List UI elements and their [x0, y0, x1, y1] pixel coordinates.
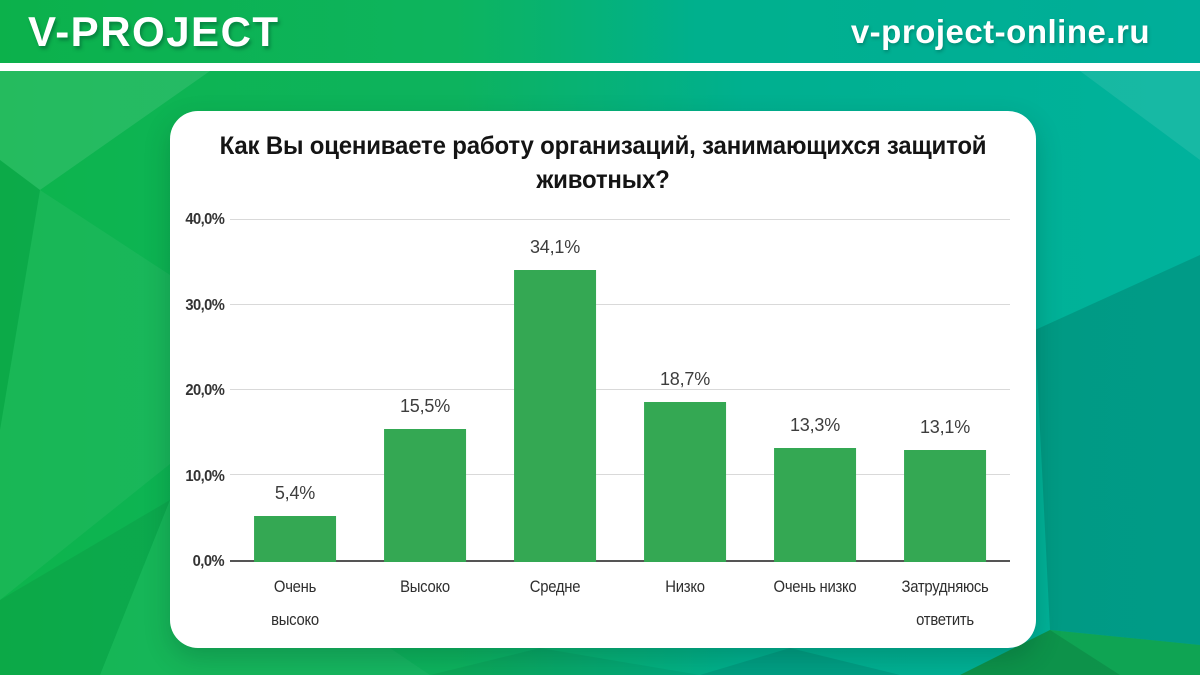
gridline	[230, 219, 1010, 220]
gridline	[230, 389, 1010, 390]
chart-card: Как Вы оцениваете работу организаций, за…	[170, 111, 1036, 648]
x-axis-label: Низко	[665, 578, 705, 596]
chart: 5,4% 15,5% 34,1% 18,7% 13,3% 13,1% 0,0% 10,0% 2…	[182, 211, 1010, 570]
bar-value-label: 34,1%	[529, 237, 581, 258]
bar-value-label: 13,3%	[789, 415, 841, 436]
header-bar: V-PROJECT v-project-online.ru	[0, 0, 1200, 63]
bar-slot: 5,4%	[230, 220, 360, 562]
bars-row: 5,4% 15,5% 34,1% 18,7% 13,3% 13,1%	[230, 220, 1010, 562]
bar	[514, 270, 596, 562]
logo: V-PROJECT	[28, 7, 280, 55]
bar-slot: 34,1%	[490, 220, 620, 562]
bar-slot: 18,7%	[620, 220, 750, 562]
bar-slot: 13,3%	[750, 220, 880, 562]
x-axis-labels: Очень высоко Высоко Средне Низко Очень низко…	[230, 571, 1010, 637]
x-axis-label: Очень низко	[773, 578, 857, 596]
bar	[774, 448, 856, 562]
bar-slot: 15,5%	[360, 220, 490, 562]
x-axis-label: Очень высоко	[271, 578, 319, 629]
bar-value-label: 18,7%	[659, 369, 711, 390]
bar-value-label: 13,1%	[919, 417, 971, 437]
x-axis-label: Высоко	[400, 578, 450, 596]
y-tick-label: 40,0%	[185, 211, 225, 228]
y-tick-label: 30,0%	[185, 296, 225, 314]
y-tick-label: 10,0%	[185, 467, 225, 485]
header-divider	[0, 63, 1200, 71]
bar	[254, 515, 336, 562]
bar	[644, 402, 726, 562]
bar-slot: 13,1%	[880, 220, 1010, 562]
bar	[904, 450, 986, 562]
x-axis-label: Затрудняюсь ответить	[901, 578, 989, 629]
x-axis-label: Средне	[529, 578, 581, 596]
grid-area	[230, 219, 1010, 562]
bar-value-label: 5,4%	[274, 482, 316, 503]
gridline	[230, 474, 1010, 475]
bar-value-label: 15,5%	[399, 396, 451, 417]
gridline	[230, 304, 1010, 305]
bar	[384, 429, 466, 562]
y-tick-label: 20,0%	[185, 382, 225, 399]
site-url: v-project-online.ru	[850, 12, 1150, 50]
chart-title: Как Вы оцениваете работу организаций, за…	[219, 132, 987, 194]
y-tick-label: 0,0%	[192, 553, 225, 570]
